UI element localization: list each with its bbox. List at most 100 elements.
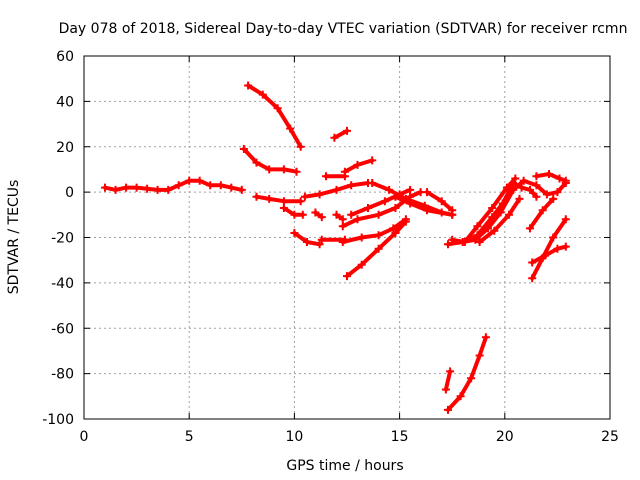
series-arc-25 [526, 194, 558, 233]
data-point [237, 185, 246, 194]
data-point [300, 192, 309, 201]
data-point [303, 238, 311, 246]
data-point [353, 160, 362, 169]
data-point [244, 81, 253, 90]
chart-title: Day 078 of 2018, Sidereal Day-to-day VTE… [59, 21, 628, 37]
data-point [347, 181, 356, 190]
series-arc-26 [532, 170, 570, 185]
x-tick-label: 20 [496, 429, 514, 445]
data-point [561, 176, 570, 185]
series-arc-3 [239, 145, 301, 176]
series-line [530, 244, 568, 265]
data-point [406, 199, 415, 208]
data-point [437, 197, 446, 206]
data-point [290, 210, 299, 219]
data-point [357, 260, 366, 269]
data-point [561, 242, 570, 251]
data-point [475, 238, 484, 246]
y-tick-label: 20 [56, 140, 74, 156]
data-point [391, 204, 400, 212]
data-point [423, 188, 431, 197]
y-tick-label: -100 [42, 412, 74, 428]
data-point [338, 222, 347, 231]
data-point [488, 204, 497, 212]
data-point [374, 210, 383, 219]
data-point [143, 184, 152, 193]
data-point [338, 238, 347, 246]
data-point [448, 235, 457, 244]
data-point [206, 181, 215, 190]
data-point [315, 190, 324, 199]
data-point [111, 185, 120, 194]
data-point [343, 272, 351, 281]
series-arc-16 [347, 185, 415, 219]
series-arc-4 [252, 192, 305, 206]
data-point [456, 392, 465, 401]
data-point [406, 185, 415, 194]
grid [84, 56, 610, 419]
data-point [330, 133, 339, 142]
data-point [279, 197, 288, 206]
x-tick-label: 25 [601, 429, 619, 445]
data-point [322, 172, 330, 181]
data-point [391, 229, 400, 237]
data-point [132, 183, 141, 192]
data-point [286, 124, 295, 133]
series-arc-14 [338, 215, 410, 246]
data-point [473, 222, 482, 231]
data-point [532, 181, 541, 190]
data-point [490, 226, 499, 235]
data-point [561, 215, 570, 224]
data-point [279, 165, 288, 174]
data-point [553, 244, 562, 253]
x-axis-label: GPS time / hours [286, 458, 403, 474]
data-point [385, 185, 394, 194]
data-point [517, 183, 526, 192]
data-point [279, 204, 288, 212]
data-point [511, 174, 520, 183]
data-point [368, 179, 377, 187]
series-line [332, 128, 349, 140]
y-tick-label: 60 [56, 49, 74, 65]
data-point [374, 231, 383, 240]
data-point [380, 197, 389, 206]
data-point [555, 174, 564, 183]
series-arc-23 [460, 174, 520, 246]
data-point [317, 235, 326, 244]
data-point [532, 192, 541, 201]
data-point [526, 185, 534, 194]
data-point [423, 206, 431, 215]
data-point [101, 183, 109, 192]
data-point [545, 170, 553, 178]
data-point [488, 213, 497, 222]
data-point [296, 197, 305, 206]
series-arc-28 [528, 242, 570, 267]
data-point [542, 190, 551, 199]
data-point [532, 172, 541, 181]
x-tick-label: 15 [391, 429, 409, 445]
data-point [292, 167, 301, 176]
data-point [164, 185, 173, 194]
data-point [265, 165, 274, 174]
data-point [460, 238, 469, 246]
series-line [534, 172, 568, 183]
series-line [477, 196, 522, 244]
data-point [153, 185, 162, 194]
y-tick-label: -40 [51, 276, 74, 292]
series-arc-1 [101, 176, 246, 194]
series-arc-11 [330, 126, 351, 142]
data-point [481, 333, 490, 342]
data-point [505, 210, 513, 219]
data-point [317, 213, 326, 222]
data-point [374, 244, 383, 253]
ticks: 0 5 10 15 20 25 -100 -80 -60 -40 -20 0 20 40 60 [42, 49, 619, 445]
series-arc-10 [332, 210, 347, 224]
data-point [227, 183, 236, 192]
data-point [239, 145, 248, 153]
data-point [441, 385, 450, 394]
data-point [195, 176, 204, 185]
series-line [393, 194, 455, 217]
data-point [353, 215, 362, 224]
series-line [530, 217, 568, 281]
data-point [473, 231, 482, 240]
